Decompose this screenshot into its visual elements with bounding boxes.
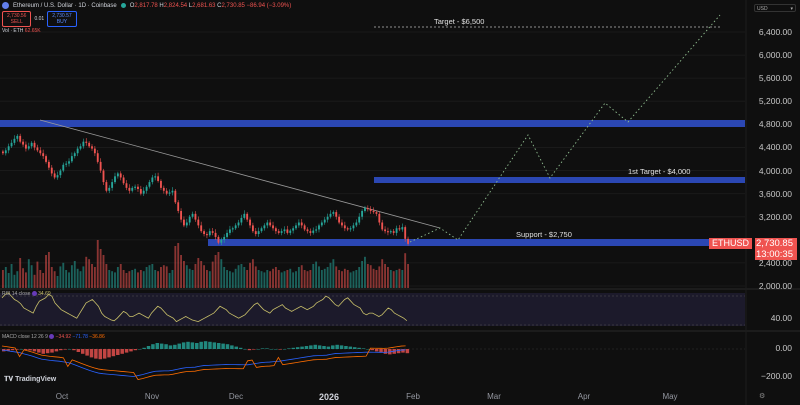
price-axis-tick: 5,200.00 bbox=[758, 96, 792, 107]
macd-axis-tick-neg: −200.00 bbox=[761, 371, 792, 381]
price-axis-tick: 3,200.00 bbox=[758, 211, 792, 222]
ohlc-values: O2,817.78 H2,824.54 L2,681.63 C2,730.85 … bbox=[129, 2, 292, 9]
volume-legend[interactable]: Vol · ETH 62.65K bbox=[2, 28, 41, 34]
price-axis-tick: 2,000.00 bbox=[758, 281, 792, 291]
last-price-label: 2,730.85 13:00:35 bbox=[755, 238, 797, 260]
sell-button[interactable]: 2,730.56 SELL bbox=[2, 11, 32, 27]
price-axis-tick: 2,400.00 bbox=[758, 257, 792, 268]
price-axis-tick: 6,000.00 bbox=[758, 50, 792, 61]
macd-axis-tick-zero: 0.00 bbox=[775, 343, 792, 353]
first-target-label: 1st Target - $4,000 bbox=[628, 167, 691, 176]
price-axis-tick: 4,400.00 bbox=[758, 142, 792, 153]
price-change: −86.94 (−3.09%) bbox=[246, 2, 292, 9]
rsi-legend[interactable]: RSI 14 close 34.69 bbox=[2, 291, 51, 297]
time-axis-tick: Nov bbox=[144, 392, 160, 401]
support-label: Support - $2,750 bbox=[516, 230, 572, 239]
price-axis-tick: 4,800.00 bbox=[758, 119, 792, 130]
settings-gear-icon[interactable]: ⚙ bbox=[759, 393, 766, 400]
price-axis-tick: 4,000.00 bbox=[758, 165, 792, 176]
market-status-icon bbox=[120, 3, 126, 8]
time-axis-tick: Feb bbox=[406, 392, 420, 401]
indicator-settings-icon[interactable] bbox=[49, 334, 55, 340]
price-axis-tick: 6,400.00 bbox=[758, 27, 792, 37]
symbol-header[interactable]: Ethereum / U.S. Dollar · 1D · Coinbase O… bbox=[2, 2, 291, 9]
indicator-settings-icon[interactable] bbox=[31, 291, 37, 297]
ethereum-logo-icon bbox=[2, 2, 9, 9]
symbol-title: Ethereum / U.S. Dollar · 1D · Coinbase bbox=[13, 2, 117, 9]
trade-panel: 2,730.56 SELL 0.01 2,730.57 BUY bbox=[2, 11, 77, 27]
rsi-axis-tick: 40.00 bbox=[770, 313, 792, 323]
buy-button[interactable]: 2,730.57 BUY bbox=[47, 11, 77, 27]
time-axis-tick: Oct bbox=[55, 392, 69, 401]
price-axis-tick: 3,600.00 bbox=[758, 188, 792, 199]
time-axis-tick: Dec bbox=[228, 392, 244, 401]
macd-legend[interactable]: MACD close 12 26 9 −34.92 −71.78 −36.86 bbox=[2, 334, 105, 340]
symbol-price-tag: ETHUSD bbox=[709, 238, 753, 249]
spread-value: 0.01 bbox=[34, 16, 45, 22]
tradingview-icon: 𝐓𝐕 bbox=[4, 376, 16, 383]
time-axis-tick: Apr bbox=[577, 392, 591, 401]
currency-selector[interactable]: USD bbox=[754, 4, 796, 13]
time-axis-tick: Mar bbox=[487, 392, 501, 401]
price-axis-tick: 5,600.00 bbox=[758, 73, 792, 84]
time-axis-tick: May bbox=[662, 392, 678, 401]
time-axis-tick: 2026 bbox=[318, 392, 340, 402]
target-label: Target - $6,500 bbox=[434, 17, 485, 26]
tradingview-logo[interactable]: 𝐓𝐕 TradingView bbox=[4, 376, 57, 383]
